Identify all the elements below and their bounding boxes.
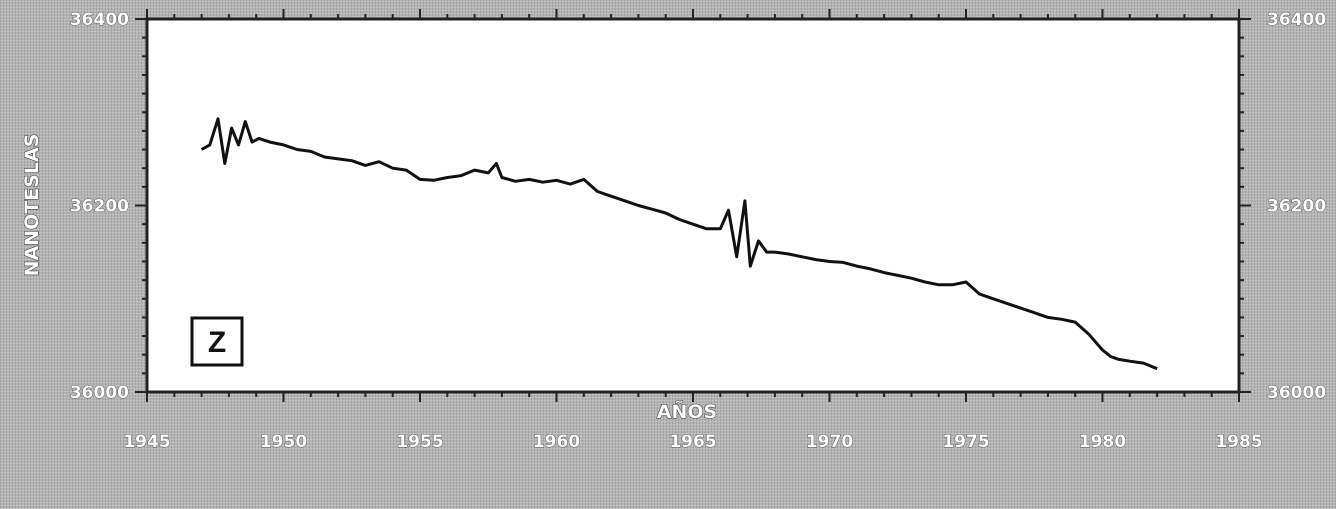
x-tick-label: 1960 xyxy=(533,432,580,452)
x-tick-label: 1980 xyxy=(1079,432,1126,452)
x-tick-label: 1975 xyxy=(942,432,989,452)
y-right-tick-label: 36200 xyxy=(1267,197,1326,217)
x-axis-title: AÑOS xyxy=(657,399,717,423)
y-axis-title: NANOTESLAS xyxy=(21,134,43,277)
plot-frame xyxy=(145,17,1241,394)
x-tick-label: 1985 xyxy=(1215,432,1262,452)
panel-label: Z xyxy=(208,326,226,359)
y-axis: 36000 36200 36400 xyxy=(69,10,147,403)
panel-label-box: Z xyxy=(190,316,244,367)
x-tick-label: 1950 xyxy=(260,432,307,452)
y-tick-label: 36200 xyxy=(70,197,129,217)
y-tick-label: 36000 xyxy=(70,383,129,403)
x-axis: 1945 1950 1955 1960 1965 1970 1975 1980 1985 xyxy=(123,9,1263,452)
y-right-tick-label: 36400 xyxy=(1267,10,1326,30)
y-right-tick-label: 36000 xyxy=(1267,383,1326,403)
y-tick-label: 36400 xyxy=(70,10,129,30)
x-tick-label: 1955 xyxy=(396,432,443,452)
y-axis-right: 36000 36200 36400 xyxy=(1239,10,1327,403)
x-tick-label: 1970 xyxy=(806,432,853,452)
plot-area xyxy=(145,17,1241,394)
x-tick-label: 1945 xyxy=(123,432,170,452)
series-line xyxy=(200,117,1158,371)
panel-label-frame xyxy=(190,316,244,367)
x-tick-label: 1965 xyxy=(669,432,716,452)
